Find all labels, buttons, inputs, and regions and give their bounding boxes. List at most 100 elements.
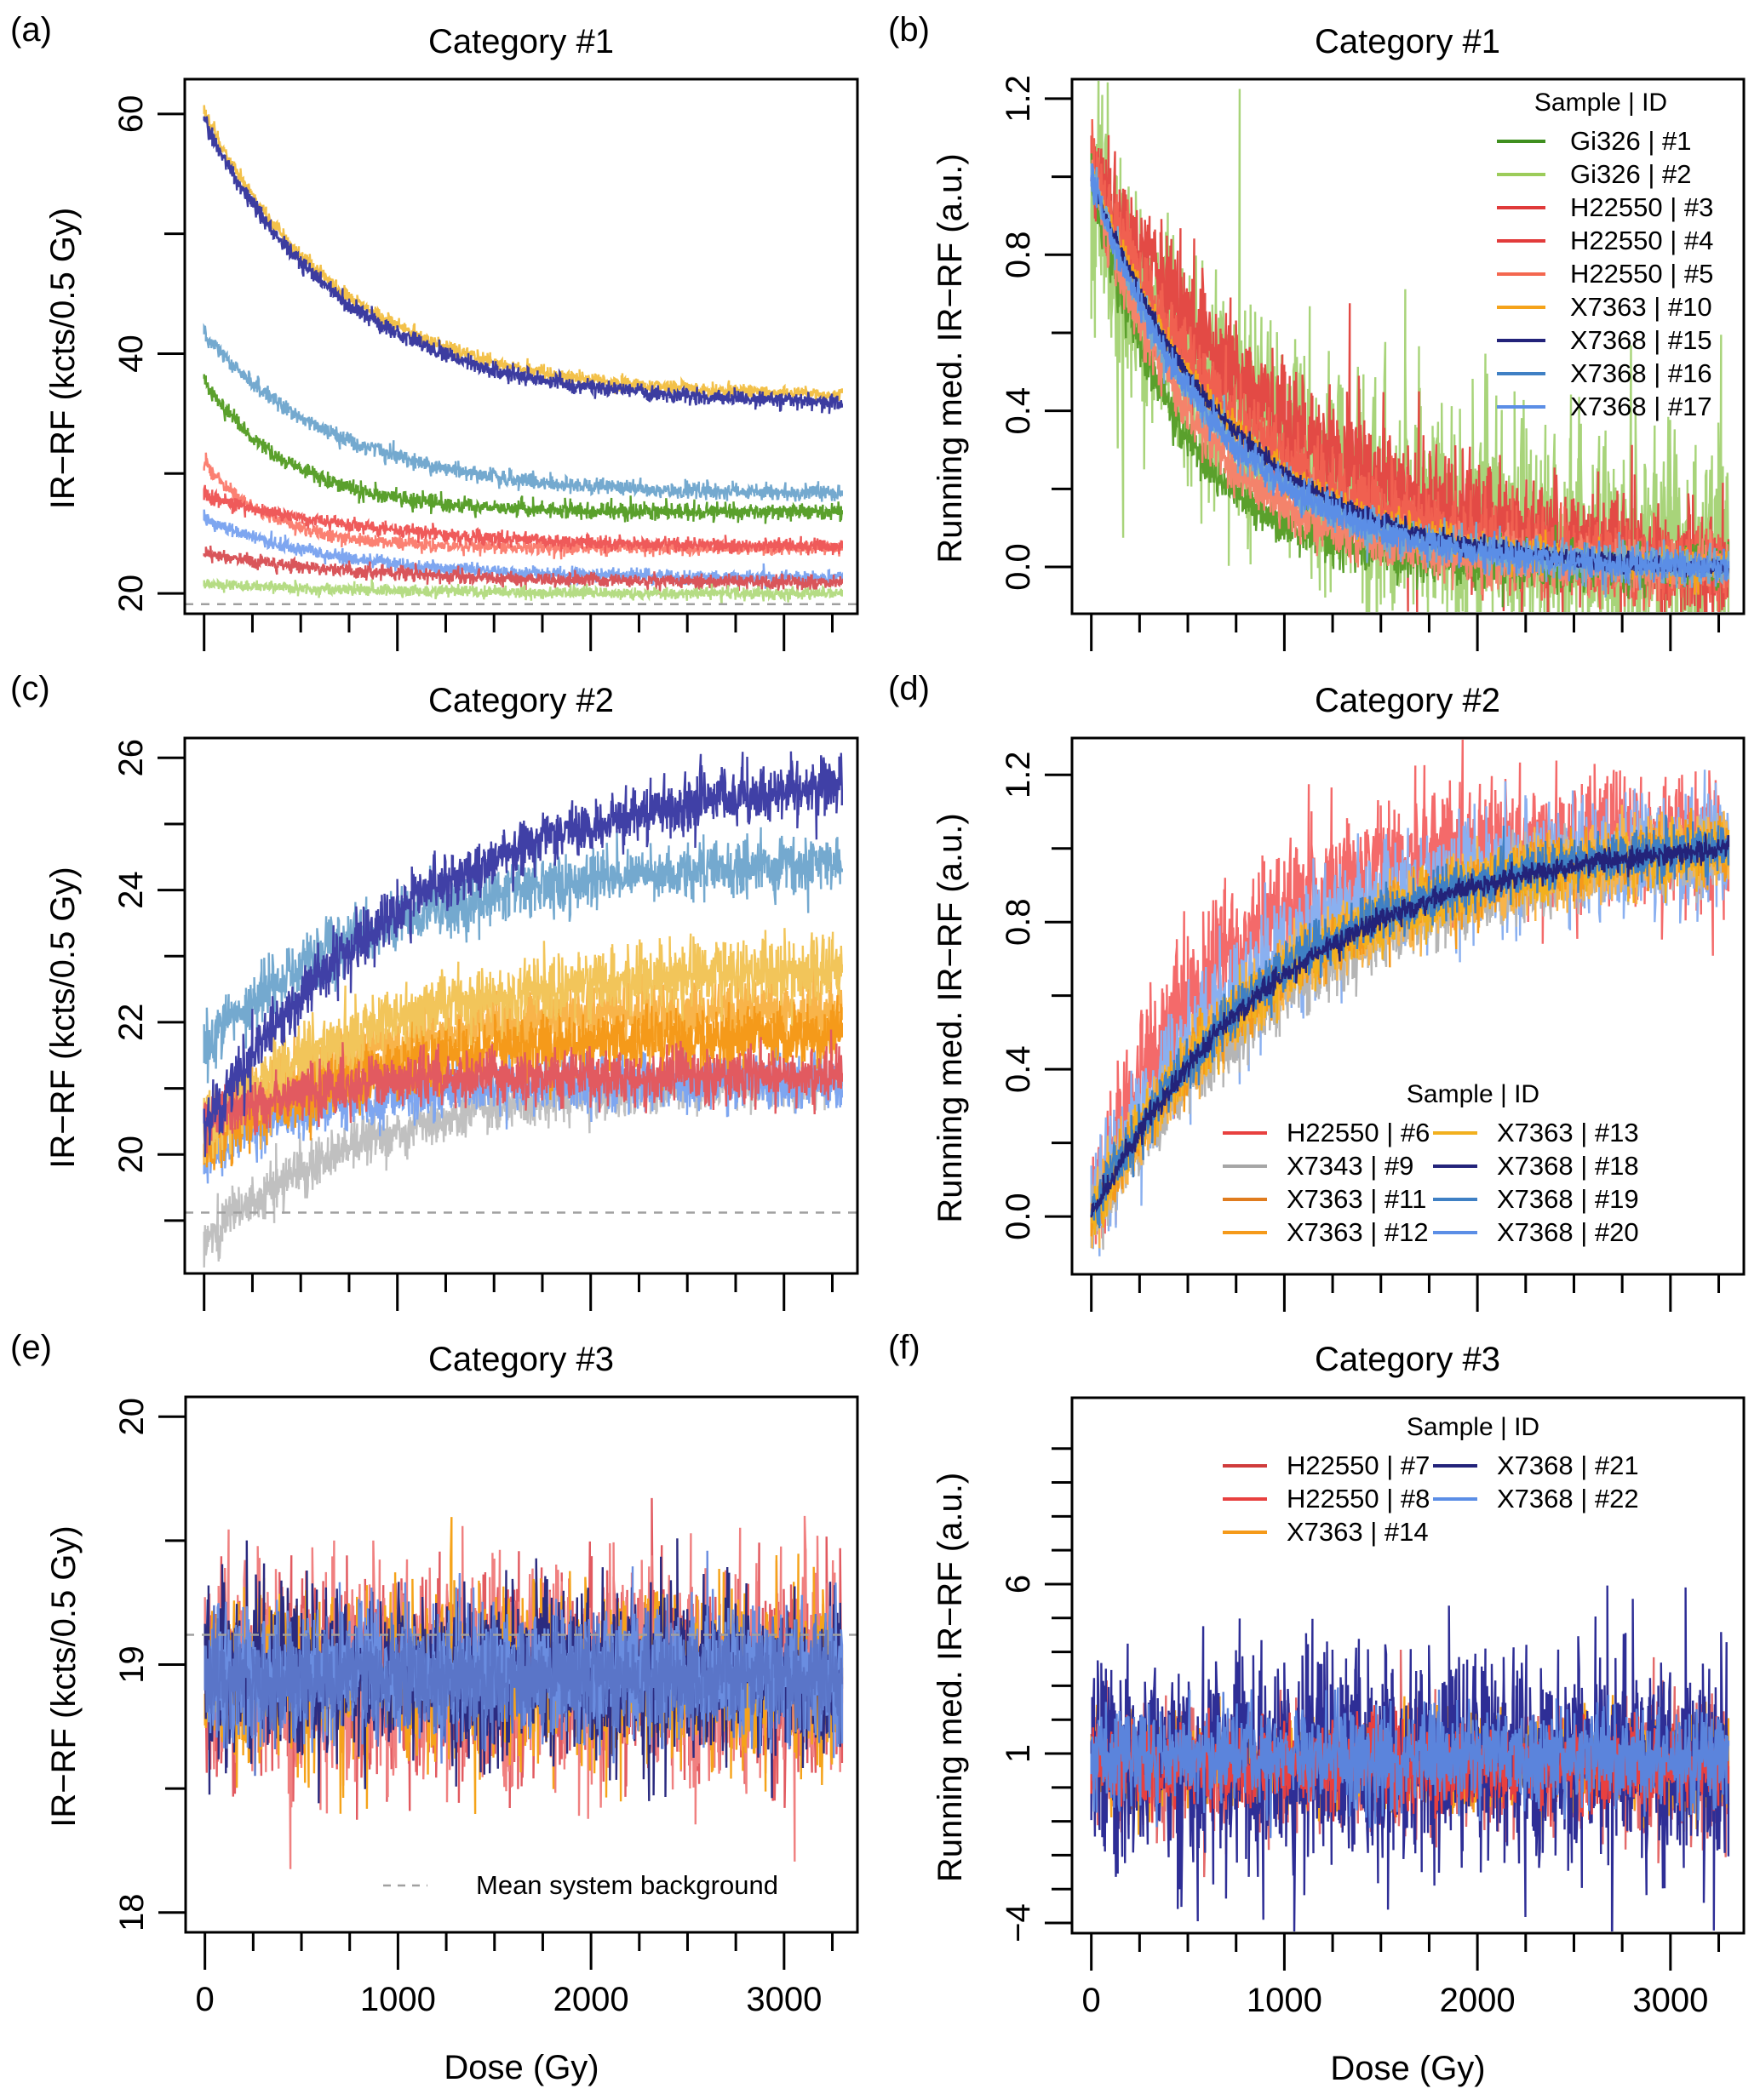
series-line-id15 bbox=[203, 116, 843, 415]
y-tick-label: 20 bbox=[112, 1136, 150, 1174]
legend-item: H22550 | #5 bbox=[1497, 259, 1713, 289]
series-line-id22 bbox=[1090, 1687, 1730, 1839]
y-tick-label: 26 bbox=[112, 739, 150, 777]
plot-frame bbox=[1070, 1396, 1746, 1935]
legend-item: X7343 | #9 bbox=[1223, 1151, 1413, 1181]
series-group bbox=[203, 105, 843, 605]
legend-label: H22550 | #7 bbox=[1287, 1451, 1430, 1480]
x-axis-label: Dose (Gy) bbox=[1330, 2050, 1485, 2087]
series-line-id11 bbox=[203, 995, 843, 1170]
panel-letter: (f) bbox=[888, 1329, 920, 1366]
y-axis-label: IR−RF (kcts/0.5 Gy) bbox=[44, 208, 82, 510]
legend-item: X7368 | #18 bbox=[1433, 1151, 1639, 1181]
y-axis-label: IR−RF (kcts/0.5 Gy) bbox=[45, 1525, 83, 1828]
series-line-id6 bbox=[203, 1029, 843, 1153]
legend-label: X7363 | #11 bbox=[1287, 1184, 1426, 1214]
legend-item: X7363 | #14 bbox=[1223, 1517, 1429, 1547]
legend: Mean system background bbox=[383, 1870, 778, 1900]
series-line-id13 bbox=[203, 928, 843, 1164]
legend-label: H22550 | #8 bbox=[1287, 1484, 1430, 1513]
legend-label: X7368 | #20 bbox=[1497, 1217, 1639, 1247]
x-tick-label: 3000 bbox=[746, 1981, 822, 2018]
legend-label: X7368 | #17 bbox=[1570, 392, 1712, 421]
y-tick-label: 18 bbox=[113, 1893, 151, 1931]
legend-label: X7368 | #15 bbox=[1570, 325, 1712, 355]
panel-letter: (b) bbox=[888, 11, 930, 49]
series-line-id4 bbox=[1090, 134, 1730, 612]
y-tick-label: 24 bbox=[112, 871, 150, 909]
plot-frame bbox=[1070, 77, 1746, 615]
panel-c: (c) Category #2 20 22 24 26 IR−RF (kcts/0.5 Gy… bbox=[10, 670, 859, 1311]
panel-title: Category #1 bbox=[428, 23, 614, 60]
series-line-id18 bbox=[203, 751, 843, 1158]
x-tick-label: 0 bbox=[196, 1981, 215, 2018]
panel-d: (d) Category #2 0.0 0.4 0.8 1.2 Running med. I… bbox=[888, 670, 1746, 1312]
legend-item: X7368 | #19 bbox=[1433, 1184, 1639, 1214]
y-tick-label: 0.0 bbox=[1000, 543, 1037, 591]
plot-frame bbox=[183, 77, 859, 615]
y-tick-label: 0.4 bbox=[1000, 387, 1037, 435]
legend-item: X7368 | #16 bbox=[1497, 358, 1712, 388]
y-axis-label: Running med. IR−RF (a.u.) bbox=[932, 813, 969, 1222]
series-line-id4 bbox=[203, 545, 843, 595]
x-tick-label: 2000 bbox=[1440, 1982, 1516, 2019]
x-tick-label: 0 bbox=[1082, 1982, 1101, 2019]
series-line-id18 bbox=[1090, 833, 1730, 1218]
y-tick-label: 22 bbox=[112, 1004, 150, 1042]
legend-label: X7368 | #18 bbox=[1497, 1151, 1639, 1181]
y-tick-label: −4 bbox=[1000, 1903, 1037, 1943]
plot-frame bbox=[1070, 736, 1746, 1276]
y-axis-label: Running med. IR−RF (a.u.) bbox=[932, 153, 969, 563]
legend-label: H22550 | #4 bbox=[1570, 226, 1713, 255]
legend-item: X7368 | #21 bbox=[1433, 1451, 1639, 1480]
y-tick-label: 0.4 bbox=[1000, 1045, 1037, 1093]
panel-b: (b) Category #1 0.0 0.4 0.8 1.2 Running med. I… bbox=[888, 11, 1746, 651]
legend-label: H22550 | #3 bbox=[1570, 192, 1713, 222]
x-tick-label: 2000 bbox=[553, 1981, 629, 2018]
y-tick-label: 19 bbox=[113, 1645, 151, 1684]
y-tick-label: 0.8 bbox=[1000, 898, 1037, 946]
series-group bbox=[1090, 81, 1730, 612]
y-tick-label: 6 bbox=[1000, 1575, 1037, 1594]
series-line-id17 bbox=[1090, 163, 1730, 586]
series-group bbox=[1090, 740, 1730, 1256]
legend: Sample | ID H22550 | #7 H22550 | #8 X7363 |… bbox=[1223, 1413, 1639, 1547]
x-tick-label: 1000 bbox=[1247, 1982, 1322, 2019]
legend-item: X7368 | #15 bbox=[1497, 325, 1712, 355]
legend-label: X7368 | #22 bbox=[1497, 1484, 1639, 1513]
x-tick-label: 1000 bbox=[360, 1981, 436, 2018]
legend-label: Gi326 | #1 bbox=[1570, 126, 1691, 156]
legend-label: X7368 | #19 bbox=[1497, 1184, 1639, 1214]
panel-a: (a) Category #1 20 40 60 IR−RF (kcts/0.5 Gy) bbox=[10, 11, 859, 651]
y-tick-label: 0.0 bbox=[1000, 1193, 1037, 1240]
y-tick-label: 0.8 bbox=[1000, 231, 1037, 278]
legend-label: Mean system background bbox=[476, 1870, 778, 1900]
y-tick-label: 40 bbox=[112, 335, 150, 373]
legend-label: H22550 | #5 bbox=[1570, 259, 1713, 289]
y-axis-label: IR−RF (kcts/0.5 Gy) bbox=[44, 867, 82, 1169]
legend-item: H22550 | #4 bbox=[1497, 226, 1713, 255]
legend-item: X7368 | #22 bbox=[1433, 1484, 1639, 1513]
legend-item: Mean system background bbox=[383, 1870, 778, 1900]
series-group bbox=[204, 1497, 844, 1869]
legend-item: Gi326 | #2 bbox=[1497, 159, 1691, 189]
legend-item: X7363 | #12 bbox=[1223, 1217, 1429, 1247]
series-line-band bbox=[204, 1594, 844, 1777]
panel-e: (e) Category #3 0 1000 2000 3000 Dose (Gy) 18 19… bbox=[10, 1329, 859, 2086]
series-line-id10 bbox=[203, 105, 843, 403]
series-line-id17 bbox=[203, 509, 843, 589]
legend-item: X7363 | #13 bbox=[1433, 1118, 1639, 1147]
legend-title: Sample | ID bbox=[1407, 1413, 1539, 1441]
panel-f: (f) Category #3 0 1000 2000 3000 Dose (Gy) −4 1 6… bbox=[888, 1329, 1746, 2087]
legend-label: X7363 | #13 bbox=[1497, 1118, 1639, 1147]
legend-label: X7363 | #12 bbox=[1287, 1217, 1429, 1247]
legend-item: X7363 | #10 bbox=[1497, 292, 1712, 322]
y-tick-label: 60 bbox=[112, 95, 150, 134]
y-tick-label: 1.2 bbox=[1000, 751, 1037, 798]
legend-item: X7368 | #20 bbox=[1433, 1217, 1639, 1247]
legend-label: X7343 | #9 bbox=[1287, 1151, 1413, 1181]
legend-item: H22550 | #6 bbox=[1223, 1118, 1430, 1147]
